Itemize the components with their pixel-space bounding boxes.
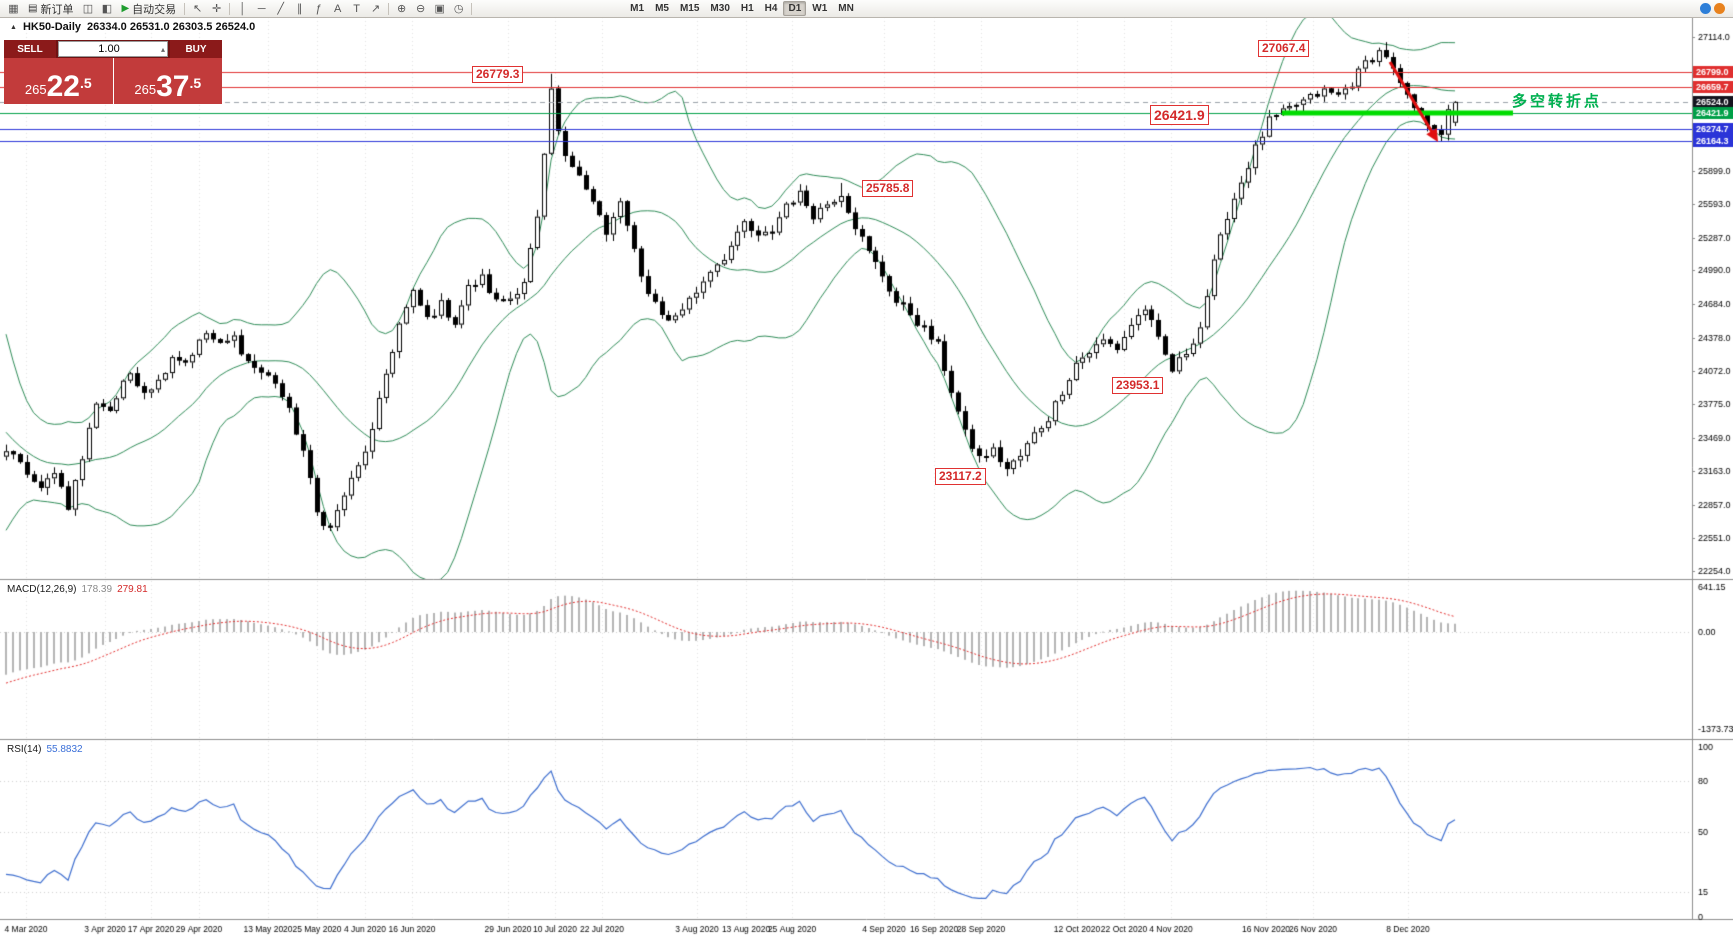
tile-windows-icon[interactable]: ▣ [434, 2, 445, 15]
community-icon[interactable] [1700, 3, 1711, 14]
timeframe-h4[interactable]: H4 [764, 3, 778, 14]
macd-indicator-label: MACD(12,26,9) 178.39 279.81 [7, 584, 148, 595]
timeframe-d1[interactable]: D1 [783, 1, 807, 16]
toolbar-separator [388, 2, 390, 15]
timeframe-w1[interactable]: W1 [812, 3, 828, 14]
price-digits: 22 [46, 70, 80, 104]
text-icon[interactable]: T [353, 2, 361, 15]
autotrading-button-icon: ▶ [121, 3, 130, 14]
price-annotation[interactable]: 23117.2 [935, 468, 986, 485]
cursor-icon[interactable]: ↖ [193, 2, 203, 15]
toolbar-separator [471, 2, 473, 15]
crosshair-icon[interactable]: ✛ [212, 2, 222, 15]
sell-price-display[interactable]: 265 22.5 [4, 58, 113, 104]
chart-ohlc-values: 26334.0 26531.0 26303.5 26524.0 [87, 21, 256, 33]
fibonacci-icon[interactable]: ƒ [315, 2, 322, 15]
news-icon[interactable] [1714, 3, 1725, 14]
arrow-object-icon[interactable]: ↗ [371, 2, 381, 15]
new-order-button-label: 新订单 [40, 3, 74, 16]
toolbar-right-icons [1700, 3, 1729, 14]
note-text[interactable]: 多空转折点 [1512, 93, 1603, 110]
timeframe-m15[interactable]: M15 [679, 3, 700, 14]
chart-collapse-icon[interactable]: ▲ [10, 23, 17, 31]
period-settings-icon[interactable]: ◷ [453, 2, 464, 15]
timeframe-switcher: M1 M5 M15 M30 H1 H4 D1 W1 MN [625, 1, 859, 16]
price-annotation[interactable]: 23953.1 [1112, 377, 1164, 394]
macd-signal-value: 279.81 [117, 584, 148, 595]
timeframe-mn[interactable]: MN [838, 3, 854, 14]
macd-name: MACD(12,26,9) [7, 584, 77, 595]
timeframe-m1[interactable]: M1 [630, 3, 645, 14]
price-digits: 37 [156, 70, 190, 104]
chart-symbol-label: HK50-Daily [22, 21, 82, 33]
autotrading-button-label: 自动交易 [132, 3, 177, 16]
price-digits: 265 [24, 82, 47, 97]
equidistant-channel-icon[interactable]: ∥ [296, 2, 303, 15]
price-annotation[interactable]: 26421.9 [1150, 105, 1209, 125]
buy-price-display[interactable]: 265 37.5 [113, 58, 222, 104]
macd-main-value: 178.39 [81, 584, 113, 595]
rsi-value: 55.8832 [46, 744, 83, 755]
timeframe-h1[interactable]: H1 [740, 3, 754, 14]
rsi-indicator-label: RSI(14) 55.8832 [7, 744, 83, 755]
buy-button[interactable]: BUY [170, 40, 222, 58]
timeframe-m30[interactable]: M30 [710, 3, 730, 14]
rsi-name: RSI(14) [7, 744, 42, 755]
volume-field: ▴ [58, 41, 168, 57]
vertical-line-icon[interactable]: │ [239, 2, 247, 15]
toolbar: ▦ ▤ 新订单 ◫ ◧ ▶ 自动交易 ↖ ✛ │ ─ ╱ ∥ ƒ A T ↗ ⊕ ⊖ ▣ ◷ M1 M5 M15 M30 H1 H4… [0, 0, 1733, 18]
autotrading-button[interactable]: ▶ 自动交易 [116, 1, 181, 17]
price-annotation[interactable]: 27067.4 [1258, 40, 1310, 57]
new-order-button-icon: ▤ [28, 3, 38, 14]
new-order-button[interactable]: ▤ 新订单 [23, 1, 78, 17]
zoom-in-icon[interactable]: ⊕ [397, 2, 407, 15]
zoom-out-icon[interactable]: ⊖ [416, 2, 426, 15]
profiles-icon[interactable]: ◫ [82, 2, 94, 15]
chart-title: ▲ HK50-Daily 26334.0 26531.0 26303.5 265… [10, 21, 255, 33]
text-label-icon[interactable]: A [333, 2, 342, 15]
volume-input[interactable] [59, 43, 159, 55]
timeframe-m5[interactable]: M5 [655, 3, 669, 14]
price-digits: .5 [189, 75, 202, 91]
toolbar-separator [229, 2, 231, 15]
horizontal-line-icon[interactable]: ─ [257, 2, 266, 15]
chart-shift-icon[interactable]: ◧ [101, 2, 113, 15]
price-digits: .5 [79, 75, 92, 91]
toolbar-separator [184, 2, 186, 15]
trade-panel-prices: 265 22.5 265 37.5 [4, 58, 222, 104]
trendline-icon[interactable]: ╱ [277, 2, 284, 15]
sell-button[interactable]: SELL [4, 40, 56, 58]
price-annotation[interactable]: 26779.3 [472, 66, 524, 83]
trade-panel-header: SELL ▴ BUY [4, 40, 222, 58]
volume-stepper-icon[interactable]: ▴ [160, 44, 165, 54]
price-annotation[interactable]: 25785.8 [862, 180, 914, 197]
new-chart-icon[interactable]: ▦ [8, 2, 19, 15]
price-digits: 265 [134, 82, 157, 97]
